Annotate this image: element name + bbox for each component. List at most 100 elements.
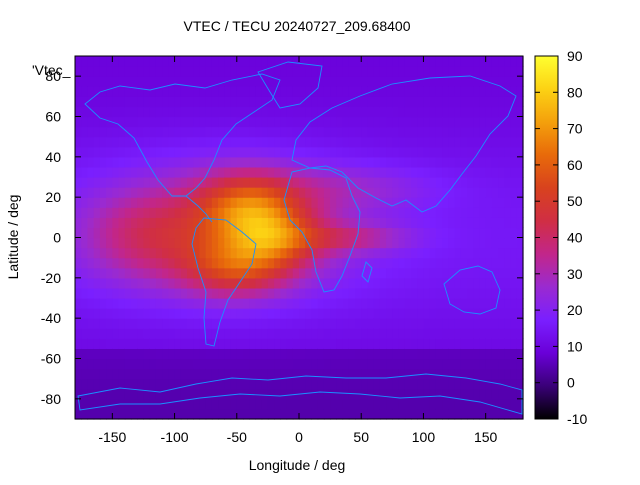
heatmap-cell — [224, 408, 232, 420]
heatmap-cell — [143, 177, 151, 188]
heatmap-cell — [106, 277, 113, 289]
heatmap-cell — [255, 217, 263, 229]
heatmap-cell — [75, 358, 82, 370]
heatmap-cell — [510, 368, 518, 380]
heatmap-cell — [137, 106, 145, 118]
heatmap-cell — [155, 378, 163, 390]
heatmap-cell — [249, 146, 257, 158]
heatmap-cell — [75, 277, 82, 289]
heatmap-cell — [386, 287, 393, 299]
heatmap-cell — [323, 378, 331, 390]
heatmap-cell — [336, 308, 344, 319]
heatmap-cell — [143, 277, 151, 289]
heatmap-cell — [280, 358, 288, 370]
heatmap-cell — [187, 86, 194, 97]
heatmap-cell — [355, 287, 362, 299]
heatmap-cell — [516, 187, 524, 198]
heatmap-cell — [193, 408, 201, 420]
heatmap-cell — [323, 116, 331, 128]
heatmap-cell — [236, 166, 244, 178]
heatmap-cell — [367, 398, 375, 410]
heatmap-cell — [498, 358, 505, 370]
heatmap-cell — [299, 277, 306, 289]
heatmap-cell — [404, 146, 412, 158]
heatmap-cell — [485, 388, 493, 400]
heatmap-cell — [355, 328, 362, 339]
heatmap-cell — [280, 267, 288, 279]
heatmap-cell — [87, 257, 95, 269]
heatmap-cell — [479, 177, 487, 188]
heatmap-cell — [498, 338, 505, 350]
heatmap-cell — [193, 96, 201, 108]
heatmap-cell — [255, 358, 263, 370]
heatmap-cell — [81, 197, 89, 208]
heatmap-cell — [230, 338, 238, 350]
heatmap-cell — [398, 56, 406, 67]
heatmap-cell — [155, 358, 163, 370]
heatmap-cell — [280, 76, 288, 87]
heatmap-cell — [448, 146, 456, 158]
heatmap-cell — [311, 96, 319, 108]
heatmap-cell — [286, 227, 294, 239]
heatmap-cell — [373, 277, 381, 289]
heatmap-cell — [398, 136, 406, 148]
heatmap-cell — [429, 146, 437, 158]
heatmap-cell — [236, 106, 244, 118]
heatmap-cell — [330, 197, 337, 208]
heatmap-cell — [336, 328, 344, 339]
heatmap-cell — [386, 76, 393, 87]
heatmap-cell — [205, 146, 213, 158]
heatmap-cell — [460, 318, 468, 329]
heatmap-cell — [336, 338, 344, 350]
heatmap-cell — [305, 237, 313, 249]
heatmap-cell — [149, 237, 157, 249]
heatmap-cell — [261, 126, 269, 138]
heatmap-cell — [516, 197, 524, 208]
heatmap-cell — [143, 257, 151, 269]
heatmap-cell — [516, 116, 524, 128]
heatmap-cell — [267, 106, 275, 118]
heatmap-cell — [180, 408, 188, 420]
heatmap-cell — [417, 237, 425, 249]
heatmap-cell — [211, 287, 219, 299]
heatmap-cell — [311, 378, 319, 390]
heatmap-cell — [367, 126, 375, 138]
heatmap-cell — [448, 96, 456, 108]
heatmap-cell — [174, 368, 182, 380]
heatmap-cell — [379, 207, 387, 218]
heatmap-cell — [292, 358, 300, 370]
heatmap-cell — [473, 328, 481, 339]
heatmap-cell — [485, 187, 493, 198]
heatmap-cell — [199, 328, 207, 339]
heatmap-cell — [392, 96, 400, 108]
heatmap-cell — [417, 106, 425, 118]
heatmap-cell — [355, 217, 362, 229]
heatmap-cell — [106, 86, 113, 97]
heatmap-cell — [379, 267, 387, 279]
heatmap-cell — [417, 76, 425, 87]
heatmap-cell — [124, 298, 132, 309]
x-tick-label: -150 — [98, 429, 126, 445]
heatmap-cell — [504, 328, 512, 339]
heatmap-cell — [373, 197, 381, 208]
heatmap-cell — [361, 318, 369, 329]
heatmap-cell — [211, 338, 219, 350]
heatmap-cell — [336, 408, 344, 420]
heatmap-cell — [398, 318, 406, 329]
heatmap-cell — [299, 267, 306, 279]
heatmap-cell — [274, 106, 281, 118]
heatmap-cell — [168, 318, 176, 329]
heatmap-cell — [305, 187, 313, 198]
heatmap-cell — [255, 146, 263, 158]
heatmap-cell — [448, 388, 456, 400]
heatmap-cell — [261, 267, 269, 279]
heatmap-cell — [429, 368, 437, 380]
heatmap-cell — [205, 348, 213, 360]
heatmap-cell — [361, 227, 369, 239]
heatmap-cell — [155, 106, 163, 118]
heatmap-cell — [243, 207, 250, 218]
heatmap-cell — [255, 378, 263, 390]
heatmap-cell — [218, 56, 225, 67]
heatmap-cell — [280, 308, 288, 319]
heatmap-cell — [479, 86, 487, 97]
